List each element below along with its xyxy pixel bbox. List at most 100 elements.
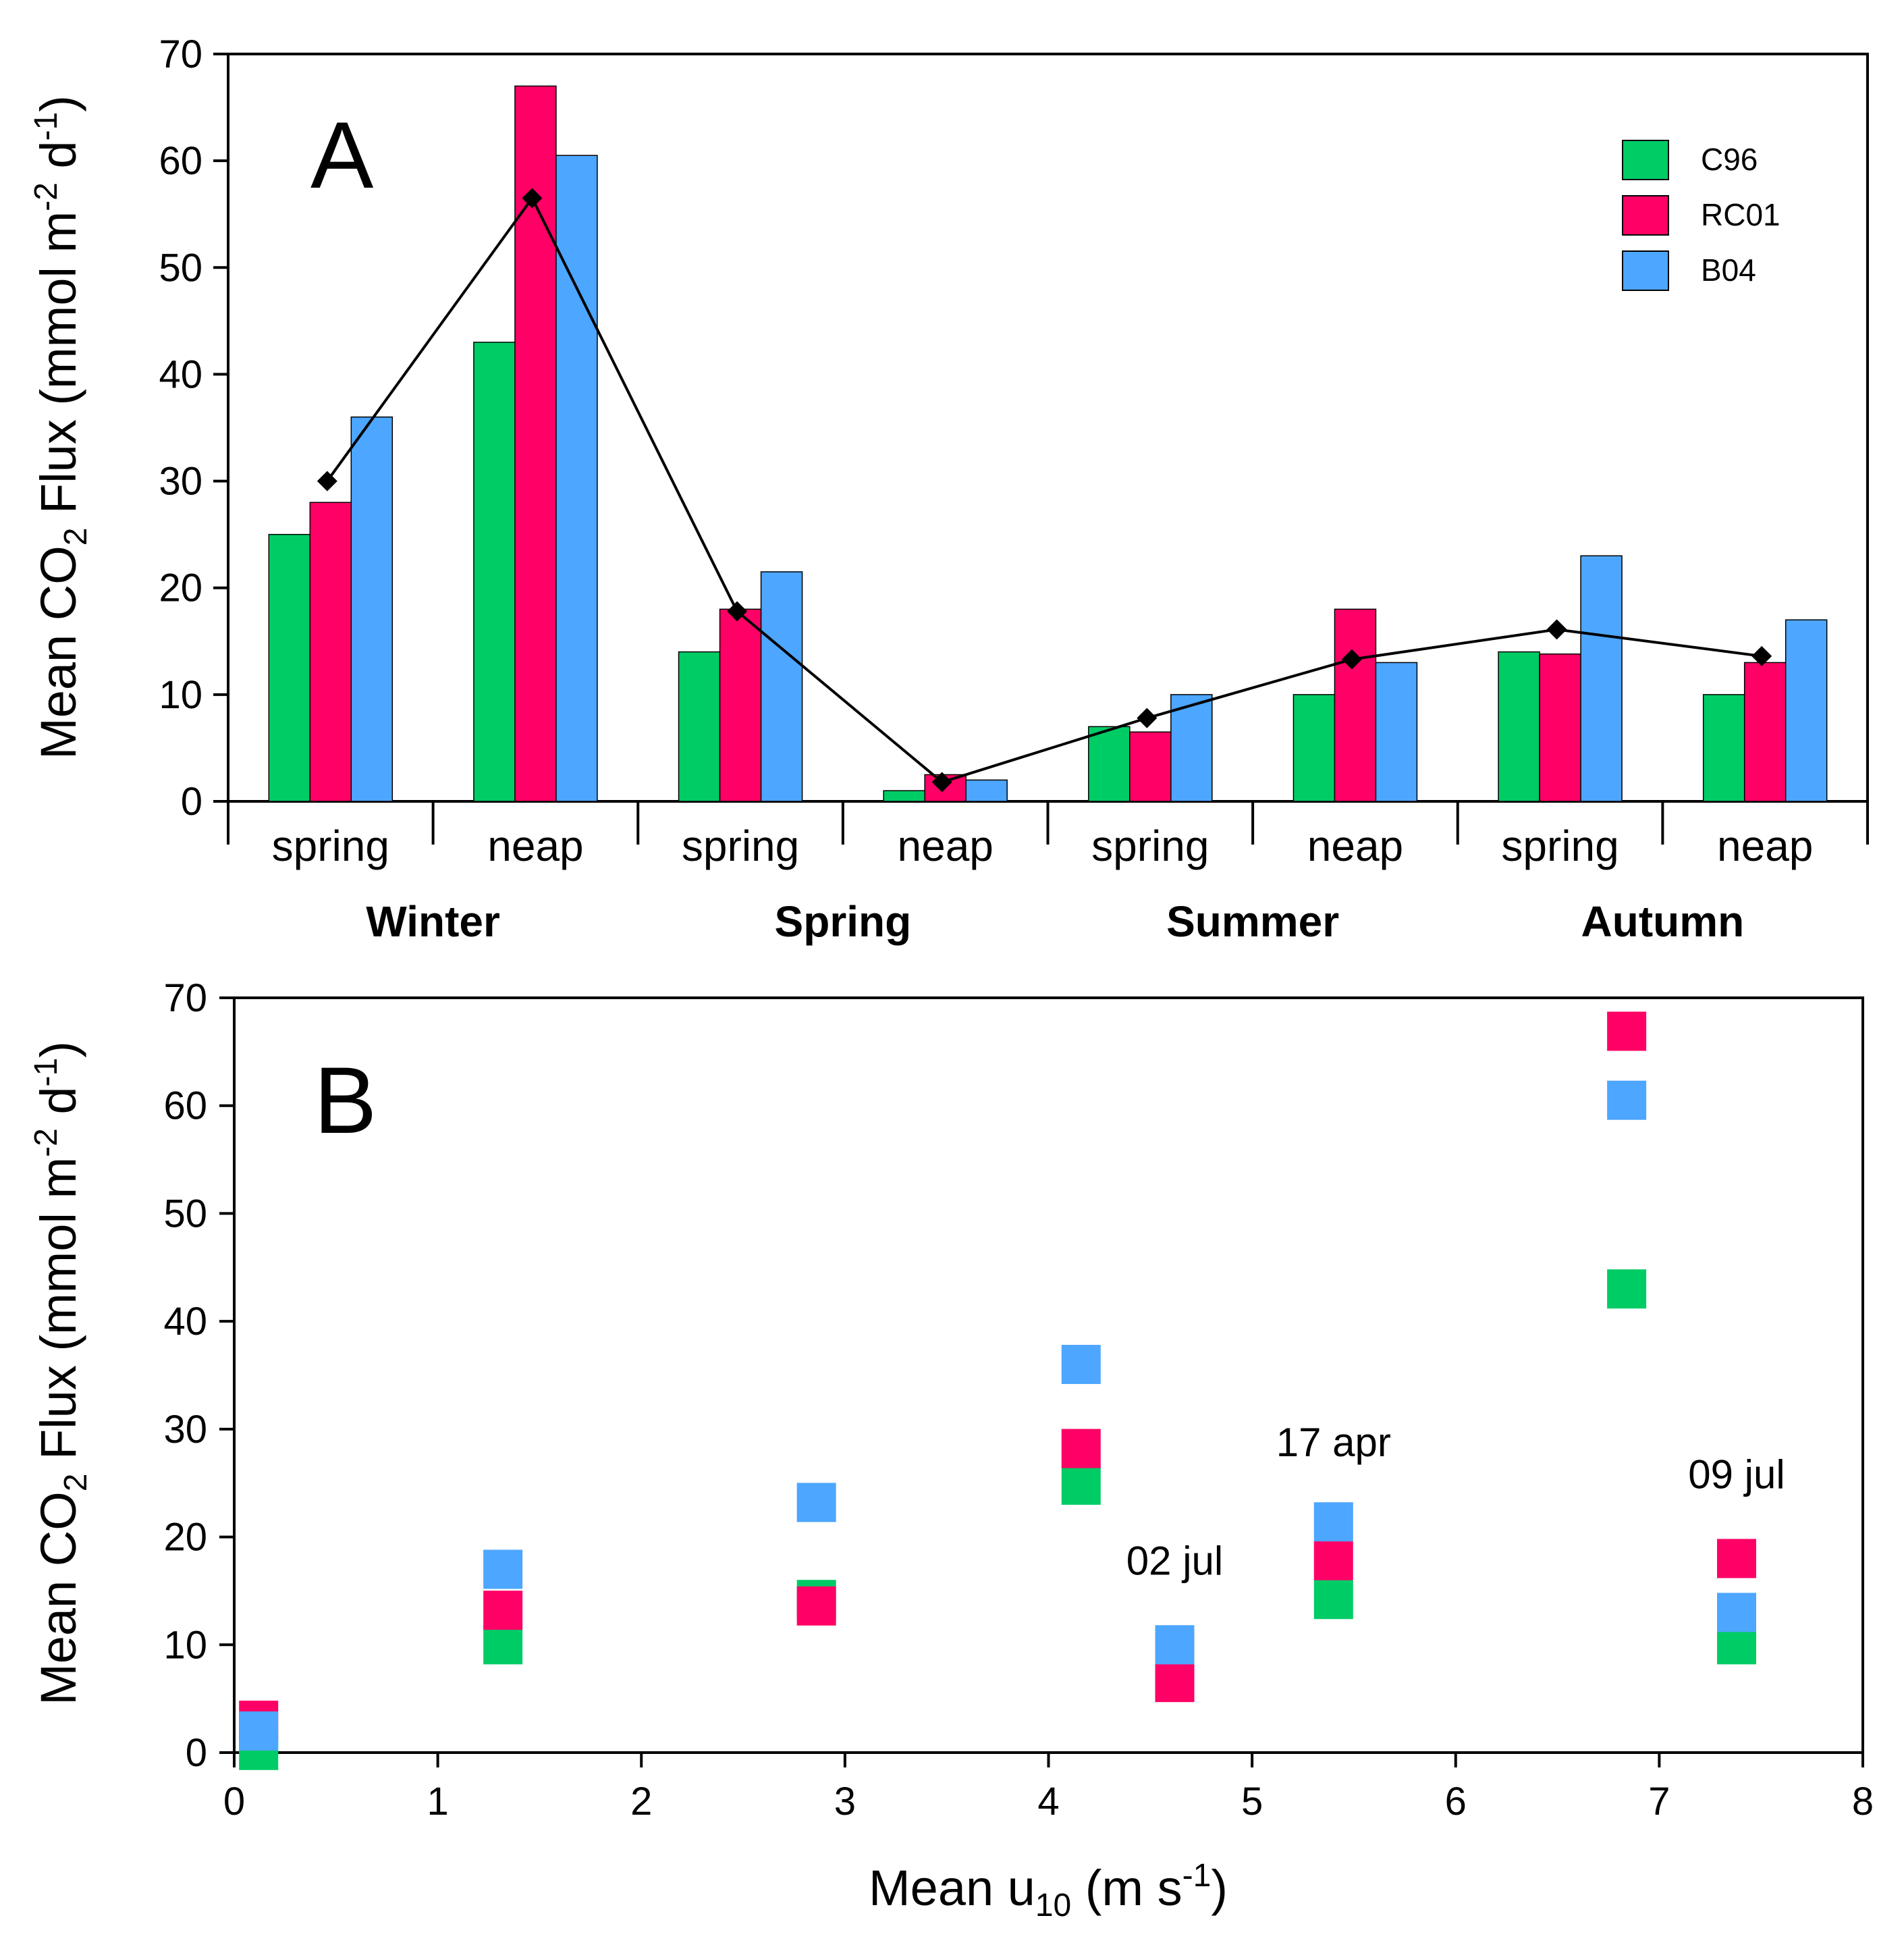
a-season-label-3: Summer	[1166, 897, 1339, 946]
b-ylabel-sup2: -1	[28, 1058, 64, 1087]
a-season-label-1: Winter	[366, 897, 500, 946]
b-xtick-label-1: 1	[427, 1780, 448, 1823]
bar-rc01-8	[1743, 662, 1787, 802]
b-ylabel-post: )	[30, 1041, 86, 1058]
legend-label-c96: C96	[1701, 142, 1758, 177]
mean-marker-7	[1546, 619, 1567, 640]
bar-rc01-1	[309, 502, 352, 802]
bar-rc01-3	[719, 608, 762, 802]
bar-b04-3	[760, 571, 803, 802]
a-ytick-label-40: 40	[159, 352, 202, 396]
bar-b04-6	[1375, 662, 1418, 802]
a-ylabel-sub: 2	[58, 528, 94, 546]
b-xlabel-sub: 10	[1035, 1888, 1071, 1923]
b-ytick-label-70: 70	[163, 976, 207, 1020]
point-rc01-2	[483, 1591, 523, 1630]
legend-label-b04: B04	[1701, 252, 1756, 288]
a-ytick-label-10: 10	[159, 673, 202, 717]
a-ytick-label-70: 70	[159, 32, 202, 76]
point-b04-8	[1716, 1593, 1756, 1632]
point-rc01-7	[1607, 1011, 1647, 1051]
b-xlabel-mid: (m s	[1071, 1860, 1182, 1916]
mean-marker-3	[727, 601, 748, 622]
b-ytick-label-50: 50	[163, 1192, 207, 1235]
a-category-label-4: neap	[898, 822, 994, 870]
b-ytick-label-30: 30	[163, 1408, 207, 1451]
annotation-3: 09 jul	[1688, 1452, 1785, 1497]
legend-swatch-c96	[1622, 140, 1669, 180]
panel-a-mean-line	[317, 188, 1772, 793]
point-rc01-5	[1155, 1663, 1195, 1703]
mean-marker-2	[522, 188, 543, 209]
bar-rc01-7	[1539, 654, 1581, 802]
bar-b04-7	[1580, 555, 1623, 802]
b-ytick-label-20: 20	[163, 1516, 207, 1560]
point-c96-4	[1061, 1465, 1101, 1505]
panel-a-bars	[268, 85, 1828, 802]
panel-b-annotations: 02 jul 17 apr 09 jul	[1126, 1420, 1785, 1584]
a-category-label-6: neap	[1307, 822, 1403, 870]
legend-swatch-b04	[1622, 250, 1669, 291]
panel-a-letter: A	[310, 102, 374, 208]
a-ytick-label-0: 0	[181, 780, 202, 824]
point-c96-2	[483, 1625, 523, 1665]
bar-c96-6	[1293, 694, 1336, 802]
panel-a-y-axis: 0 10 20 30 40 50 60 70	[159, 32, 228, 824]
bar-c96-2	[473, 342, 516, 802]
point-rc01-4	[1061, 1429, 1101, 1468]
b-xtick-label-8: 8	[1852, 1780, 1874, 1823]
b-ytick-label-40: 40	[163, 1300, 207, 1343]
b-ylabel-pre: Mean CO	[30, 1491, 86, 1705]
mean-marker-4	[931, 772, 952, 793]
a-season-label-4: Autumn	[1581, 897, 1745, 946]
point-b04-1	[239, 1711, 279, 1751]
bar-c96-1	[268, 533, 311, 802]
a-ylabel-sup2: -1	[28, 112, 64, 141]
a-ytick-label-50: 50	[159, 246, 202, 290]
b-xtick-label-7: 7	[1648, 1780, 1670, 1823]
point-rc01-3	[796, 1586, 836, 1626]
b-xlabel-pre: Mean u	[869, 1860, 1035, 1916]
a-category-label-7: spring	[1501, 822, 1619, 870]
b-ytick-label-60: 60	[163, 1084, 207, 1128]
point-b04-2	[483, 1549, 523, 1589]
point-b04-3	[796, 1483, 836, 1522]
b-xtick-label-4: 4	[1037, 1780, 1059, 1823]
a-category-label-2: neap	[487, 822, 583, 870]
b-ytick-label-0: 0	[186, 1731, 207, 1775]
mean-marker-6	[1341, 649, 1362, 670]
panel-b-points	[239, 1011, 1756, 1770]
panel-a-legend: C96 RC01 B04	[1622, 140, 1780, 291]
a-category-label-8: neap	[1717, 822, 1813, 870]
b-xtick-label-6: 6	[1445, 1780, 1467, 1823]
bar-b04-8	[1785, 619, 1828, 802]
a-ylabel-sup1: -2	[28, 182, 64, 211]
a-ytick-label-60: 60	[159, 139, 202, 183]
bar-b04-1	[350, 416, 393, 802]
bar-b04-4	[965, 779, 1008, 802]
panel-b-y-axis-title: Mean CO2 Flux (mmol m-2 d-1)	[28, 1041, 94, 1705]
b-ytick-label-10: 10	[163, 1623, 207, 1667]
bar-c96-5	[1088, 726, 1131, 802]
mean-marker-8	[1751, 645, 1772, 666]
annotation-1: 02 jul	[1126, 1538, 1223, 1583]
panel-b-x-axis: 0 1 2 3 4 5 6 7 8	[223, 1753, 1874, 1823]
b-ylabel-mid2: d	[30, 1086, 86, 1128]
a-season-label-2: Spring	[775, 897, 912, 946]
point-b04-5	[1155, 1625, 1195, 1665]
a-ytick-label-30: 30	[159, 460, 202, 504]
bar-rc01-6	[1334, 608, 1377, 802]
legend-swatch-rc01	[1622, 195, 1669, 236]
bar-c96-7	[1498, 651, 1540, 802]
mean-line-path	[326, 195, 1762, 784]
point-rc01-8	[1716, 1539, 1756, 1578]
mean-marker-1	[317, 471, 337, 491]
a-category-label-1: spring	[272, 822, 389, 870]
annotation-2: 17 apr	[1276, 1420, 1391, 1465]
b-ylabel-mid: Flux (mmol m	[30, 1157, 86, 1474]
point-rc01-6	[1313, 1541, 1353, 1580]
legend-label-rc01: RC01	[1701, 197, 1780, 232]
b-xlabel-post: )	[1211, 1860, 1228, 1916]
